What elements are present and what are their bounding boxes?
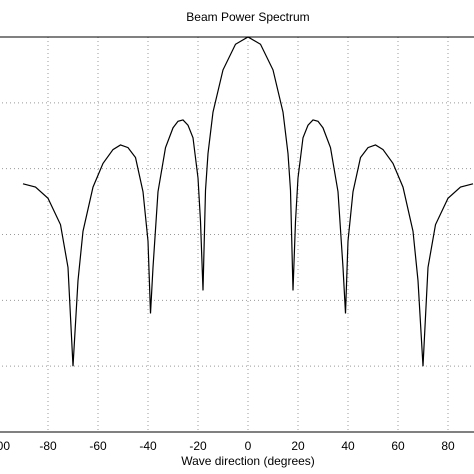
x-tick-label: 0 [245, 439, 252, 453]
x-tick-label: -100 [0, 439, 10, 453]
x-tick-label: 40 [341, 439, 355, 453]
x-tick-label: 20 [291, 439, 305, 453]
x-tick-label: 80 [441, 439, 455, 453]
x-axis-label: Wave direction (degrees) [181, 454, 315, 468]
x-tick-label: -60 [89, 439, 107, 453]
x-tick-label: -20 [189, 439, 207, 453]
x-tick-label: 60 [391, 439, 405, 453]
x-tick-label: -40 [139, 439, 157, 453]
chart-title: Beam Power Spectrum [186, 10, 309, 24]
beam-curve [22, 36, 474, 367]
x-tick-label: -80 [39, 439, 57, 453]
